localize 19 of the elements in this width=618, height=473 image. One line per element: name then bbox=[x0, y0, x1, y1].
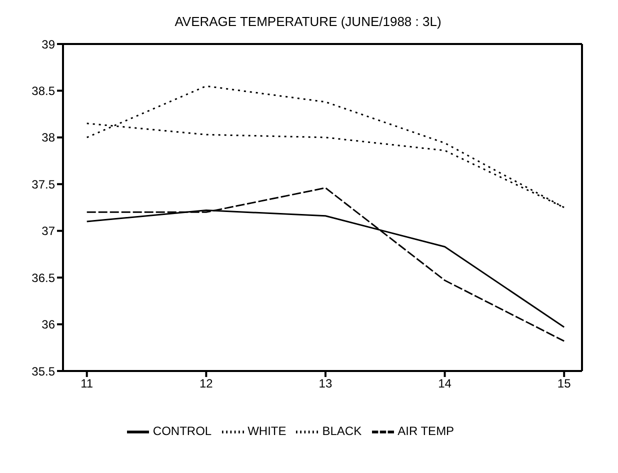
y-tick-label: 39 bbox=[42, 37, 56, 52]
y-tick-label: 38 bbox=[42, 130, 56, 145]
chart-title: AVERAGE TEMPERATURE (JUNE/1988 : 3L) bbox=[174, 14, 442, 29]
y-tick-label: 37 bbox=[42, 224, 56, 238]
line-series bbox=[86, 187, 565, 342]
y-tick-label: 35.5 bbox=[32, 364, 56, 378]
x-tick-label: 14 bbox=[438, 376, 452, 391]
x-tick-label: 11 bbox=[80, 376, 94, 391]
y-tick-label: 36 bbox=[42, 318, 56, 332]
legend-label: WHITE bbox=[248, 424, 286, 438]
y-tick-label: 38.5 bbox=[32, 84, 56, 98]
x-tick-label: 13 bbox=[318, 376, 332, 391]
y-tick-label: 36.5 bbox=[32, 270, 56, 285]
y-tick-label: 37.5 bbox=[32, 177, 56, 192]
x-tick-label: 15 bbox=[557, 376, 572, 391]
legend-label: BLACK bbox=[322, 424, 362, 438]
legend-label: CONTROL bbox=[152, 424, 212, 438]
legend-label: AIR TEMP bbox=[398, 424, 454, 438]
x-tick-label: 12 bbox=[199, 376, 214, 391]
